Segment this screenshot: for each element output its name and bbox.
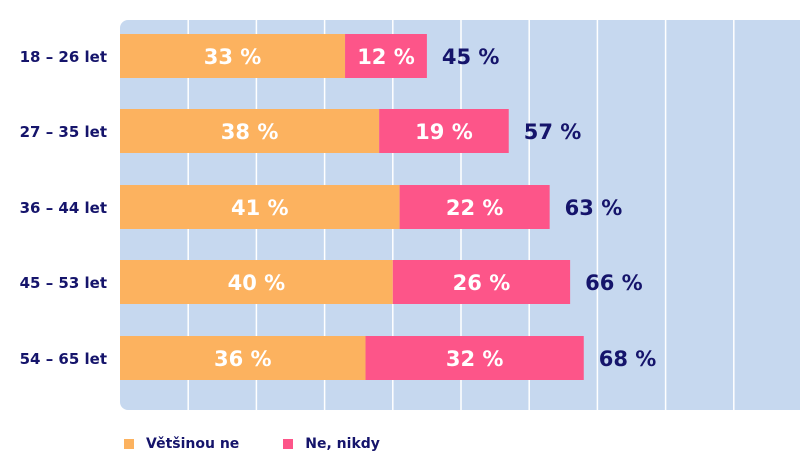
bar-segment <box>120 336 366 380</box>
legend: Většinou ne Ne, nikdy <box>124 436 424 452</box>
category-label: 45 – 53 let <box>20 274 107 292</box>
bar-segment <box>392 260 571 304</box>
total-label: 68 % <box>599 347 657 371</box>
data-label: 38 % <box>221 120 279 144</box>
legend-label: Ne, nikdy <box>305 436 380 452</box>
category-label: 27 – 35 let <box>20 123 107 141</box>
data-label: 40 % <box>228 271 286 295</box>
bar-segment <box>345 34 427 78</box>
total-label: 57 % <box>524 120 582 144</box>
data-label: 19 % <box>415 120 473 144</box>
total-label: 66 % <box>585 271 643 295</box>
total-label: 63 % <box>565 196 623 220</box>
data-label: 41 % <box>231 196 289 220</box>
category-label: 36 – 44 let <box>20 199 107 217</box>
bar-segment <box>120 260 393 304</box>
bar-segment <box>365 336 584 380</box>
legend-swatch-pink <box>283 439 294 449</box>
data-label: 22 % <box>446 196 504 220</box>
legend-swatch-orange <box>124 439 134 449</box>
category-label: 18 – 26 let <box>20 48 107 66</box>
category-label: 54 – 65 let <box>20 350 107 368</box>
data-label: 12 % <box>357 45 415 69</box>
bar-segment <box>399 185 550 229</box>
bar-segment <box>120 185 400 229</box>
bar-segment <box>120 34 346 78</box>
legend-item-vetsinou-ne: Většinou ne <box>124 436 239 452</box>
legend-item-ne-nikdy: Ne, nikdy <box>283 436 380 452</box>
data-label: 26 % <box>453 271 511 295</box>
data-label: 36 % <box>214 347 272 371</box>
legend-label: Většinou ne <box>146 436 240 452</box>
data-label: 33 % <box>204 45 262 69</box>
data-label: 32 % <box>446 347 504 371</box>
bar-segment <box>379 109 509 153</box>
bar-segment <box>120 109 380 153</box>
total-label: 45 % <box>442 45 500 69</box>
